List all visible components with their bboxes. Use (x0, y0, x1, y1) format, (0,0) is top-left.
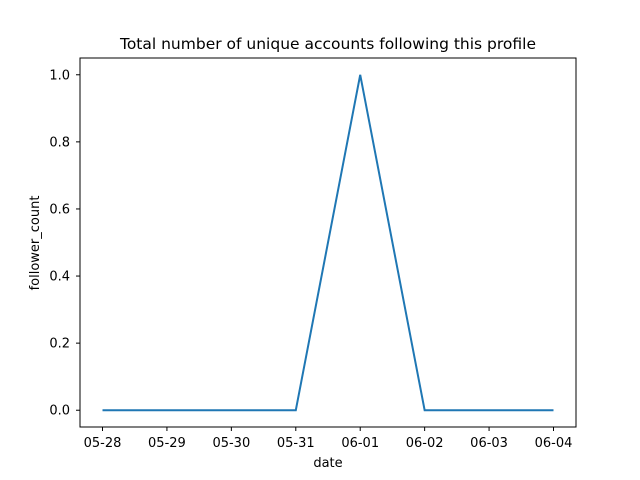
x-tick-label: 06-04 (535, 436, 573, 451)
x-tick-label: 05-29 (148, 436, 186, 451)
x-axis-label: date (313, 456, 342, 471)
x-tick-label: 06-03 (470, 436, 508, 451)
y-axis-ticks: 0.0 0.2 0.4 0.6 0.8 1.0 (49, 68, 80, 419)
y-tick-label: 0.0 (49, 404, 70, 419)
x-tick-label: 05-31 (277, 436, 315, 451)
y-tick-label: 0.2 (49, 337, 70, 352)
x-axis-ticks: 05-28 05-29 05-30 05-31 06-01 06-02 06-03 06-04 (84, 427, 573, 451)
y-tick-label: 0.8 (49, 135, 70, 150)
y-tick-label: 0.4 (49, 270, 70, 285)
chart-title: Total number of unique accounts followin… (119, 35, 536, 53)
series-line (102, 74, 554, 412)
x-tick-label: 06-02 (406, 436, 444, 451)
series-layer (102, 74, 554, 412)
y-tick-label: 1.0 (49, 68, 70, 83)
x-tick-label: 05-30 (212, 436, 250, 451)
plot-frame (79, 57, 577, 428)
x-tick-label: 06-01 (341, 436, 379, 451)
y-tick-label: 0.6 (49, 202, 70, 217)
y-axis-label: follower_count (28, 196, 43, 291)
x-tick-label: 05-28 (84, 436, 122, 451)
